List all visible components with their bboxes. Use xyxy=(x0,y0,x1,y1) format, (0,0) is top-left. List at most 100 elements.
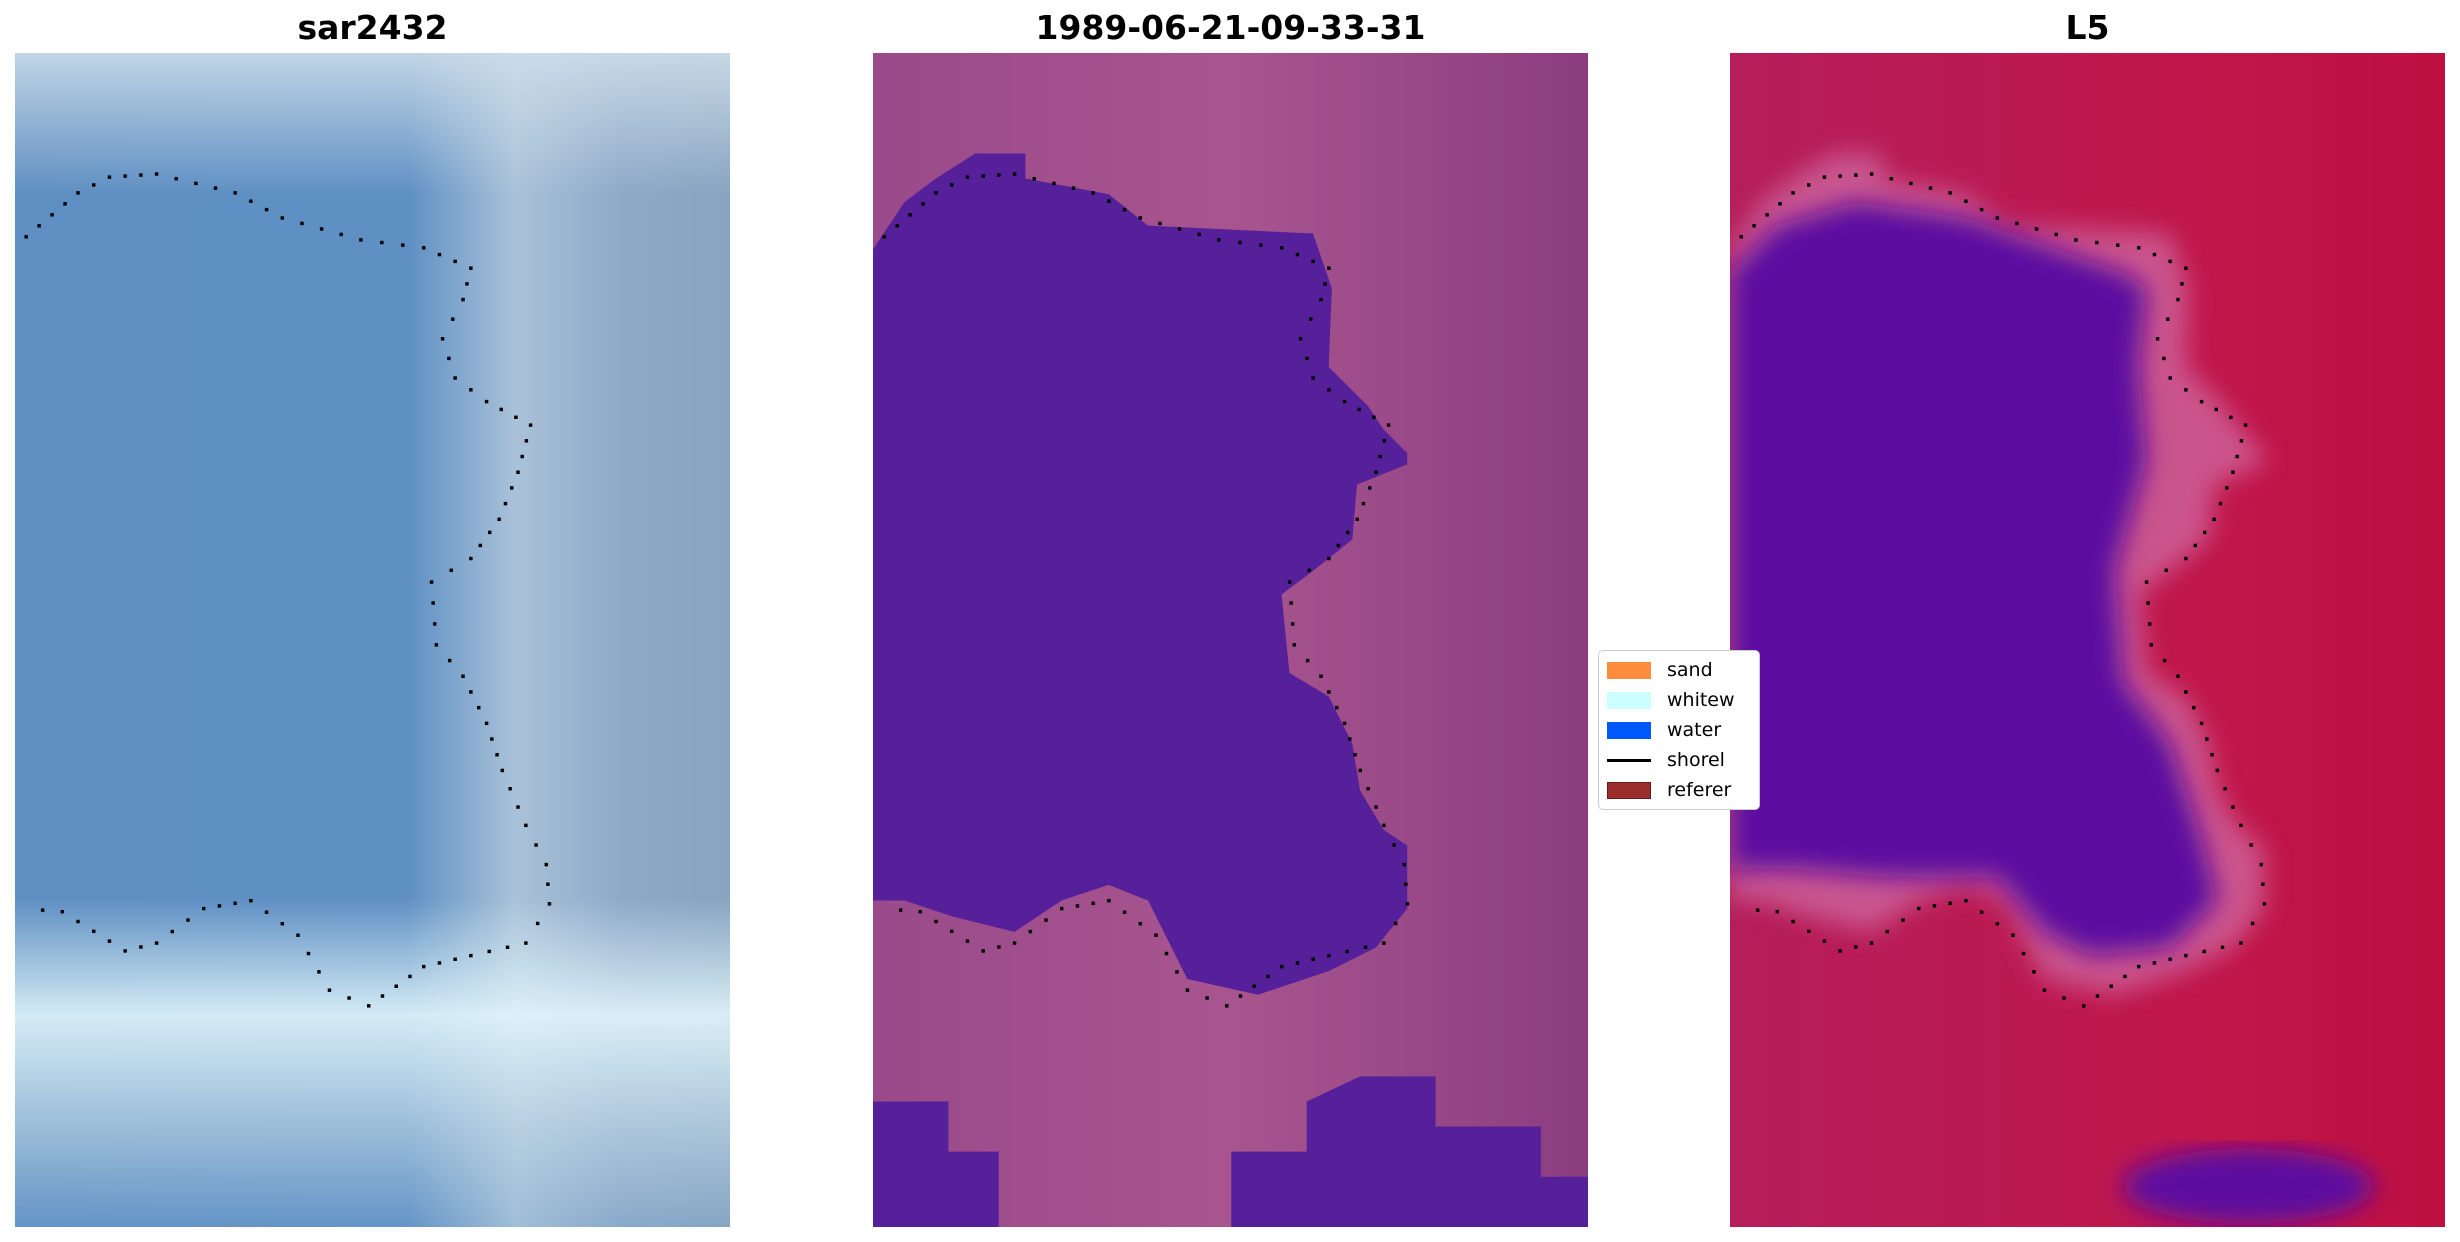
legend-label: whitew xyxy=(1667,689,1735,711)
shoreline-dot xyxy=(76,191,80,195)
shoreline-dot xyxy=(898,908,903,912)
shoreline-dot xyxy=(1107,898,1111,903)
shoreline-dot xyxy=(524,941,528,945)
shoreline-dot xyxy=(1225,1004,1229,1008)
shoreline-dot xyxy=(170,929,175,934)
shoreline-dot xyxy=(1372,415,1376,420)
shoreline-dot xyxy=(981,949,985,953)
shoreline-dot xyxy=(1295,961,1300,965)
legend-label: shorel xyxy=(1667,749,1725,771)
shoreline-dot xyxy=(1822,175,1827,179)
shoreline-dot xyxy=(1158,221,1162,226)
shoreline-dot xyxy=(1928,186,1933,190)
shoreline-dot xyxy=(1280,246,1284,250)
shoreline-dot xyxy=(1964,898,1968,903)
shoreline-dot xyxy=(500,768,505,773)
shoreline-dot xyxy=(1995,921,2000,926)
shoreline-dot xyxy=(233,901,237,906)
shoreline-dot xyxy=(453,376,457,380)
shoreline-dot xyxy=(37,224,41,228)
shoreline-dot xyxy=(2082,1004,2086,1008)
shoreline-dot xyxy=(1775,909,1780,914)
shoreline-dot xyxy=(508,787,512,791)
shoreline-dot xyxy=(2229,415,2233,420)
shoreline-dot xyxy=(2176,297,2180,302)
shoreline-dot xyxy=(2203,530,2207,535)
shoreline-dot xyxy=(1122,910,1127,914)
shoreline-dot xyxy=(1032,176,1036,181)
shoreline-dot xyxy=(1345,949,1349,954)
shoreline-dot xyxy=(2146,601,2150,605)
shoreline-dot xyxy=(950,929,954,934)
shoreline-dot xyxy=(2212,517,2216,522)
shoreline-dot xyxy=(1854,173,1858,177)
shoreline-dot xyxy=(2205,737,2209,741)
shoreline-dot xyxy=(469,556,473,561)
shoreline-dot xyxy=(1778,202,1782,206)
shoreline-dot xyxy=(1901,918,1905,922)
shoreline-dot xyxy=(469,690,473,694)
shoreline-dots xyxy=(24,172,552,1008)
water-region xyxy=(873,153,1408,995)
shoreline-dot xyxy=(1791,191,1795,195)
shoreline-dot xyxy=(2192,705,2196,710)
shoreline-dot xyxy=(2214,407,2218,412)
shoreline-dot xyxy=(497,517,501,522)
shoreline-dot xyxy=(50,213,54,217)
shoreline-dot xyxy=(1259,243,1263,247)
classified-image-panel xyxy=(873,53,1588,1227)
shoreline-dot xyxy=(1238,994,1243,998)
shoreline-dot xyxy=(306,951,311,956)
shoreline-dot xyxy=(300,221,304,226)
shoreline-dot xyxy=(174,176,178,181)
shoreline-dot xyxy=(1287,580,1292,584)
shoreline-dots xyxy=(1739,172,2267,1008)
shoreline-dot xyxy=(2054,232,2058,237)
shoreline-dot xyxy=(503,501,508,506)
sar-image-panel xyxy=(15,53,730,1227)
legend-line xyxy=(1607,758,1651,762)
shoreline-dot xyxy=(520,454,524,459)
shoreline-dot xyxy=(1298,337,1303,341)
shoreline-dot xyxy=(1378,454,1382,459)
shoreline-dot xyxy=(882,235,886,239)
shoreline-dot xyxy=(2168,376,2172,380)
shoreline-dot xyxy=(1060,906,1064,911)
shoreline-dot xyxy=(24,235,28,239)
shoreline-dot xyxy=(2034,227,2039,231)
shoreline-dot xyxy=(139,945,143,949)
shoreline-dot xyxy=(123,174,127,178)
shoreline-dot xyxy=(934,191,938,195)
shoreline-dot xyxy=(478,543,483,548)
shoreline-dot xyxy=(1353,753,1357,757)
shoreline-dot xyxy=(965,175,970,179)
legend-item-sand: sand xyxy=(1607,657,1713,683)
shoreline-dot xyxy=(1368,486,1372,490)
legend-swatch xyxy=(1607,721,1651,739)
shoreline-dot xyxy=(453,259,457,264)
shoreline-dot xyxy=(437,961,442,965)
shoreline-dot xyxy=(1164,951,1169,956)
shoreline-dot xyxy=(997,945,1001,949)
shoreline-dot xyxy=(1292,643,1297,647)
shoreline-dot xyxy=(2184,266,2188,270)
shoreline-dot xyxy=(233,191,237,195)
shoreline-dot xyxy=(339,232,343,237)
shoreline-dot xyxy=(528,423,533,427)
shoreline-dot xyxy=(359,238,363,242)
shoreline-dot xyxy=(2062,996,2066,1000)
shoreline-dot xyxy=(1091,191,1095,195)
shoreline-dot xyxy=(516,470,520,474)
shoreline-dot xyxy=(2184,388,2188,392)
shoreline-dot xyxy=(2116,243,2120,247)
shoreline-dot xyxy=(380,994,385,998)
shoreline-dot xyxy=(1138,216,1143,220)
shoreline-dot xyxy=(1107,199,1111,203)
shoreline-dot xyxy=(547,902,552,906)
shoreline-dot xyxy=(2210,753,2214,757)
shoreline-dot xyxy=(1327,266,1331,270)
shoreline-dot xyxy=(2235,454,2239,459)
shoreline-dot xyxy=(2032,970,2036,974)
shoreline-dot xyxy=(934,919,938,924)
shoreline-dot xyxy=(2155,337,2160,341)
